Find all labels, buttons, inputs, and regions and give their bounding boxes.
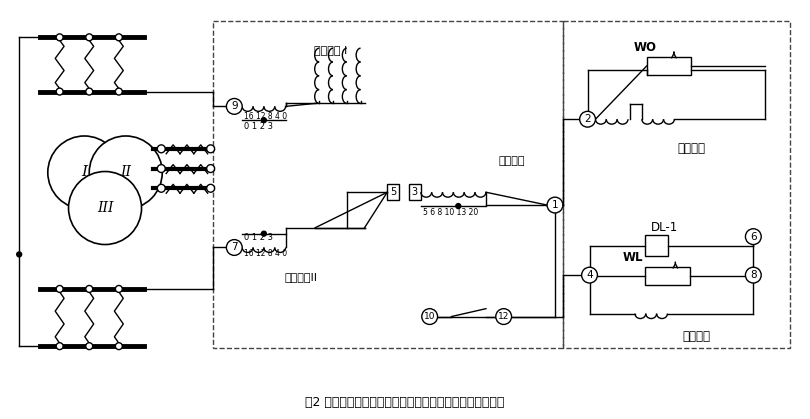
Text: 短路绕组: 短路绕组 xyxy=(677,142,706,155)
Circle shape xyxy=(547,197,563,213)
Circle shape xyxy=(56,285,63,292)
Text: 二次绕组: 二次绕组 xyxy=(682,330,710,343)
Circle shape xyxy=(56,88,63,95)
Text: 9: 9 xyxy=(231,101,237,111)
Circle shape xyxy=(115,34,122,41)
Circle shape xyxy=(227,240,242,256)
Text: 平衡绕组 I: 平衡绕组 I xyxy=(314,45,347,55)
Circle shape xyxy=(89,136,162,209)
Circle shape xyxy=(115,343,122,349)
Circle shape xyxy=(456,204,461,209)
Circle shape xyxy=(17,252,22,257)
Text: 4: 4 xyxy=(586,270,593,280)
Text: 图2 继电器内部接线及保护三绕组电力变压器的原理接线图: 图2 继电器内部接线及保护三绕组电力变压器的原理接线图 xyxy=(305,396,505,409)
Text: 16 12 8 4 0: 16 12 8 4 0 xyxy=(244,249,288,259)
Circle shape xyxy=(745,229,761,245)
Text: 2: 2 xyxy=(584,114,590,124)
Text: WL: WL xyxy=(622,251,643,264)
Circle shape xyxy=(207,184,215,192)
Text: 0 1 2 3: 0 1 2 3 xyxy=(244,233,273,242)
Circle shape xyxy=(69,171,142,245)
Text: I: I xyxy=(81,166,87,179)
Text: 0 1 2 3: 0 1 2 3 xyxy=(244,122,273,131)
Bar xyxy=(212,21,563,348)
Circle shape xyxy=(227,98,242,114)
Circle shape xyxy=(56,343,63,349)
Bar xyxy=(645,267,690,285)
Text: 6: 6 xyxy=(750,232,757,242)
Circle shape xyxy=(115,88,122,95)
Text: III: III xyxy=(96,201,113,215)
Circle shape xyxy=(262,231,266,236)
Circle shape xyxy=(157,165,165,173)
Circle shape xyxy=(56,34,63,41)
Bar xyxy=(646,57,691,75)
Circle shape xyxy=(86,343,92,349)
Circle shape xyxy=(745,267,761,283)
Circle shape xyxy=(86,285,92,292)
Circle shape xyxy=(86,34,92,41)
Text: 7: 7 xyxy=(231,243,237,253)
Bar xyxy=(387,184,399,200)
Text: 16 12 8 4 0: 16 12 8 4 0 xyxy=(244,112,288,122)
Text: 10: 10 xyxy=(424,312,436,321)
Text: 5: 5 xyxy=(390,187,396,197)
Circle shape xyxy=(580,111,595,127)
Circle shape xyxy=(422,309,437,324)
Text: 3: 3 xyxy=(411,187,418,197)
Text: 8: 8 xyxy=(750,270,757,280)
Bar xyxy=(409,184,420,200)
Text: 工作绕组: 工作绕组 xyxy=(499,155,525,166)
Text: 平衡绕组II: 平衡绕组II xyxy=(285,272,318,282)
Bar xyxy=(645,235,668,256)
Circle shape xyxy=(262,118,266,123)
Text: 12: 12 xyxy=(498,312,509,321)
Circle shape xyxy=(207,165,215,173)
Circle shape xyxy=(48,136,121,209)
Circle shape xyxy=(157,184,165,192)
Circle shape xyxy=(86,88,92,95)
Text: II: II xyxy=(120,166,131,179)
Text: DL-1: DL-1 xyxy=(651,221,678,234)
Circle shape xyxy=(157,145,165,153)
Circle shape xyxy=(115,285,122,292)
Circle shape xyxy=(496,309,512,324)
Text: 5 6 8 10 13 20: 5 6 8 10 13 20 xyxy=(423,208,478,217)
Circle shape xyxy=(207,145,215,153)
Text: 1: 1 xyxy=(552,200,558,210)
Text: WO: WO xyxy=(634,41,657,54)
Bar xyxy=(563,21,790,348)
Circle shape xyxy=(582,267,598,283)
